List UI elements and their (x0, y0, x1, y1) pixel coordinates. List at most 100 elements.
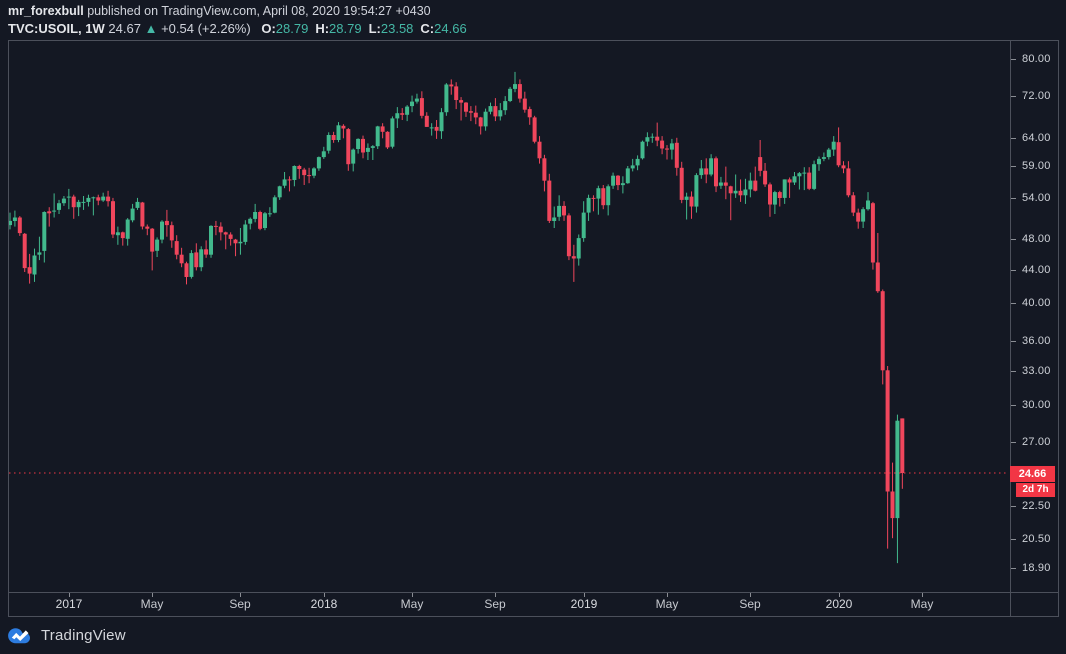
time-tick (240, 593, 241, 597)
time-tick (667, 593, 668, 597)
candle (292, 165, 297, 187)
candle (464, 102, 468, 117)
candle (831, 136, 836, 156)
candle (738, 179, 743, 202)
candle (312, 167, 316, 179)
candle (282, 172, 287, 189)
time-label: 2018 (310, 597, 338, 611)
candle (517, 79, 522, 103)
candle (287, 176, 292, 192)
candle (851, 192, 856, 217)
candle (772, 190, 777, 214)
candle (233, 238, 238, 257)
last-price: 24.67 (108, 21, 141, 36)
ohlc-value: 28.79 (329, 21, 362, 36)
time-label: 2019 (570, 597, 598, 611)
candle (414, 93, 419, 104)
candle (616, 175, 620, 191)
candle (52, 193, 57, 218)
candle (522, 91, 527, 113)
candle (194, 243, 199, 271)
tradingview-cloud-icon (8, 627, 30, 643)
up-arrow-icon: ▲ (144, 21, 158, 36)
candle (223, 231, 228, 250)
candle (797, 172, 802, 190)
price-label: 59.00 (1022, 160, 1051, 172)
bar-countdown-badge: 2d 7h (1016, 483, 1055, 497)
candle (140, 201, 145, 230)
candle (101, 192, 106, 202)
candle (743, 178, 748, 204)
candle (150, 228, 155, 271)
chart-pane[interactable] (9, 41, 1009, 591)
price-label: 54.00 (1022, 192, 1051, 204)
candle (32, 248, 37, 282)
candle (439, 108, 444, 139)
candle (674, 137, 679, 176)
price-label: 40.00 (1022, 297, 1051, 309)
candle (199, 246, 204, 272)
candle (66, 188, 71, 210)
candle (498, 103, 503, 121)
ohlc-values: O:28.79 H:28.79 L:23.58 C:24.66 (254, 21, 466, 36)
candle (880, 289, 885, 385)
candle (611, 172, 616, 189)
candle (704, 158, 709, 184)
price-tick (1011, 303, 1016, 304)
candle (841, 161, 846, 174)
candle (660, 136, 665, 155)
candle (488, 102, 493, 115)
time-label: May (400, 597, 424, 611)
price-axis[interactable]: 80.00 72.00 64.00 59.00 54.00 48.00 44.00 40.00… (1010, 41, 1058, 591)
candle (586, 194, 591, 221)
symbol-line: TVC:USOIL, 1W 24.67 ▲ +0.54 (+2.26%) O:2… (8, 20, 467, 37)
candle (111, 197, 115, 239)
candle (179, 247, 184, 268)
price-change: +0.54 (+2.26%) (161, 21, 251, 36)
candlestick-chart[interactable] (9, 41, 1009, 591)
candle (61, 196, 66, 206)
candle (758, 140, 763, 177)
candle (601, 185, 606, 210)
candle (763, 163, 768, 187)
candle (385, 131, 390, 149)
candle (405, 105, 410, 122)
price-tick (1011, 405, 1016, 406)
candle (37, 236, 42, 261)
candle (571, 244, 576, 282)
candle (155, 237, 160, 257)
candle (71, 194, 76, 219)
candle (625, 166, 630, 184)
tradingview-logo-link[interactable]: TradingView (8, 622, 126, 648)
candle (699, 160, 704, 179)
candle (733, 174, 738, 198)
candle (787, 177, 792, 198)
candle (709, 154, 714, 177)
time-axis[interactable]: 2017 May Sep 2018 May Sep 2019 May Sep 2020 May (9, 593, 1009, 616)
candle (606, 184, 611, 216)
candle (81, 196, 86, 210)
candle (753, 166, 758, 192)
candle (552, 206, 557, 228)
candle (434, 120, 439, 139)
price-label: 33.00 (1022, 365, 1051, 377)
time-label: 2017 (55, 597, 83, 611)
candle (870, 201, 875, 270)
time-label: Sep (229, 597, 251, 611)
candle (557, 195, 562, 221)
ohlc-label: O: (261, 21, 276, 36)
candle (12, 210, 17, 227)
ohlc-value: 23.58 (380, 21, 414, 36)
price-tick (1011, 59, 1016, 60)
candle (777, 190, 782, 207)
candle (861, 207, 866, 228)
price-label: 44.00 (1022, 264, 1051, 276)
candle (669, 138, 674, 160)
candle (890, 462, 895, 539)
time-tick (584, 593, 585, 597)
candle (718, 176, 723, 189)
candle (714, 156, 718, 193)
price-label: 72.00 (1022, 90, 1051, 102)
candle (473, 105, 478, 125)
candle (807, 167, 812, 191)
